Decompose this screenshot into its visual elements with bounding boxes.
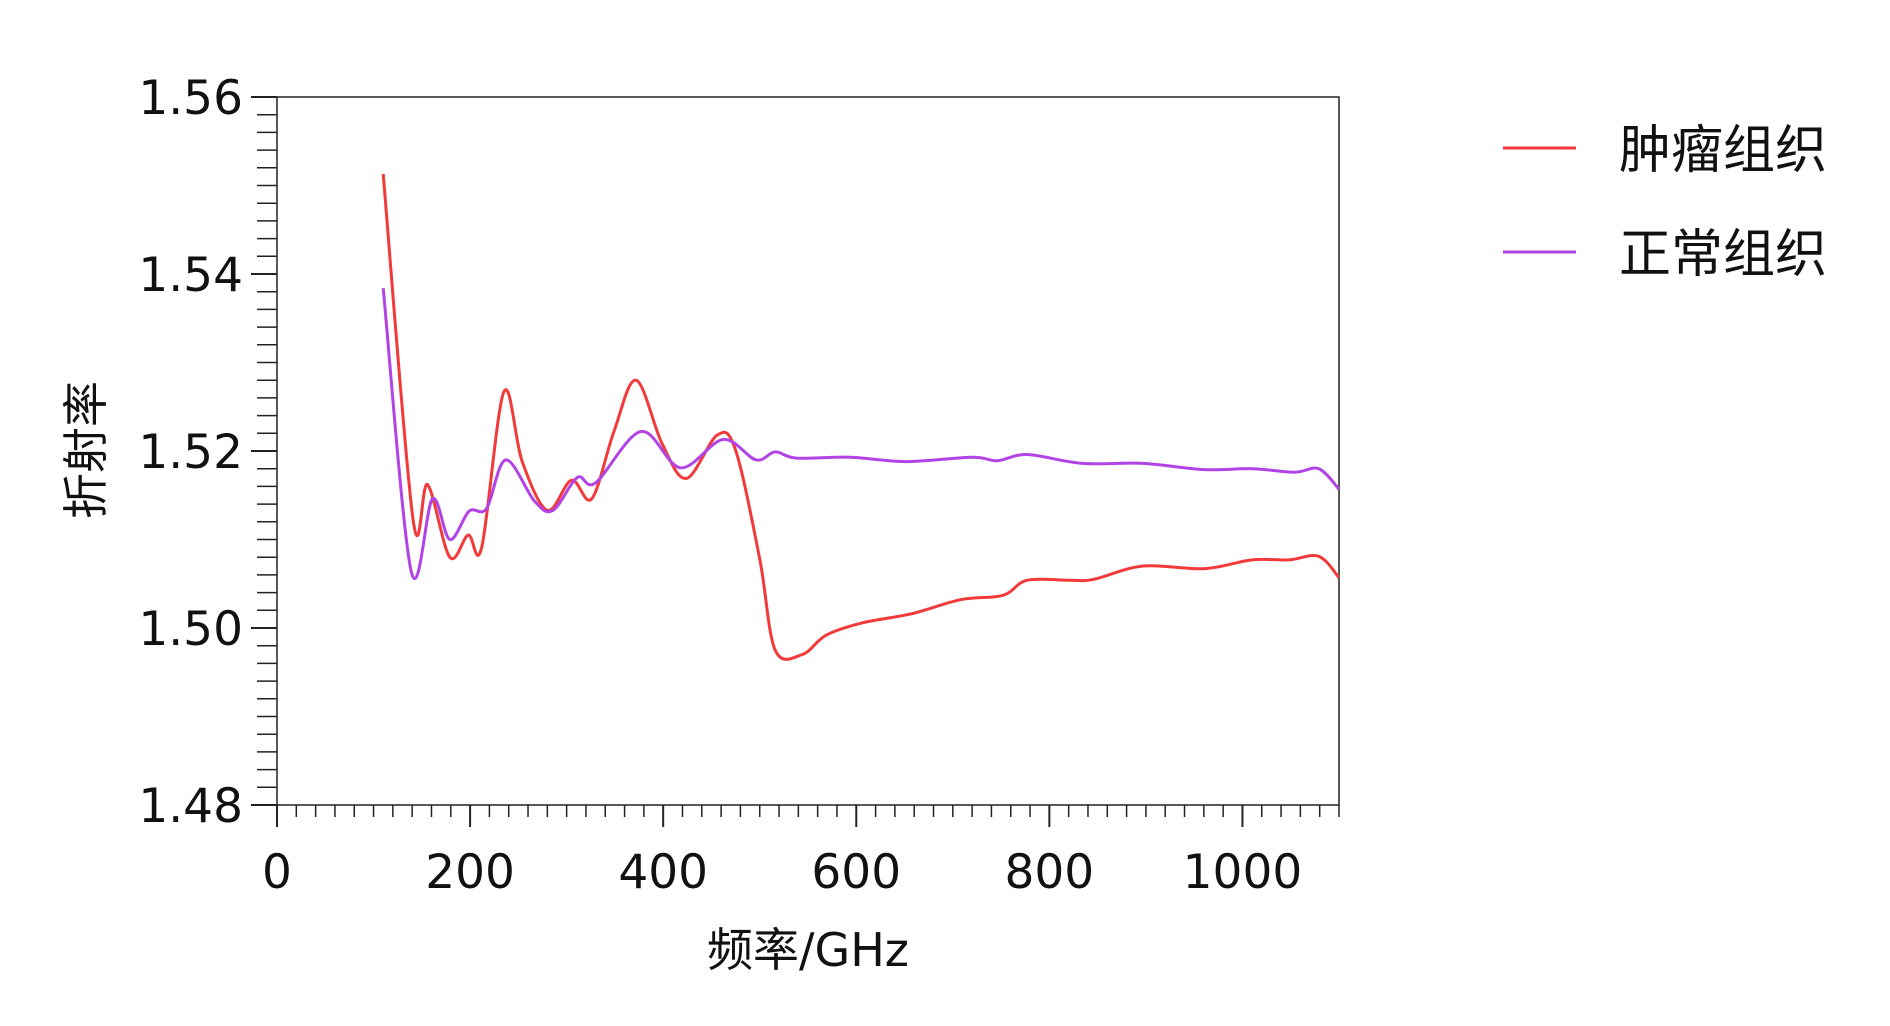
- legend-label-normal: 正常组织: [1619, 225, 1827, 285]
- x-tick-label: 200: [425, 845, 515, 900]
- series-line-normal: [381, 288, 1341, 581]
- x-tick-label: 800: [1005, 845, 1095, 900]
- legend-label-tumor: 肿瘤组织: [1619, 121, 1827, 181]
- y-tick-label: 1.50: [138, 602, 243, 657]
- series-line-tumor: [381, 173, 1341, 661]
- plot-frame: [276, 96, 1340, 806]
- y-axis-title: 折射率: [59, 381, 113, 519]
- x-tick-label: 0: [262, 845, 292, 900]
- y-tick-label: 1.48: [138, 779, 243, 834]
- x-tick-label: 1000: [1183, 845, 1303, 900]
- x-tick-label: 400: [618, 845, 708, 900]
- y-tick-label: 1.56: [138, 71, 243, 126]
- x-tick-label: 600: [811, 845, 901, 900]
- legend: 肿瘤组织 正常组织: [1503, 121, 1827, 285]
- y-tick-label: 1.52: [138, 425, 243, 480]
- x-axis-title: 频率/GHz: [707, 923, 909, 977]
- y-tick-label: 1.54: [138, 248, 243, 303]
